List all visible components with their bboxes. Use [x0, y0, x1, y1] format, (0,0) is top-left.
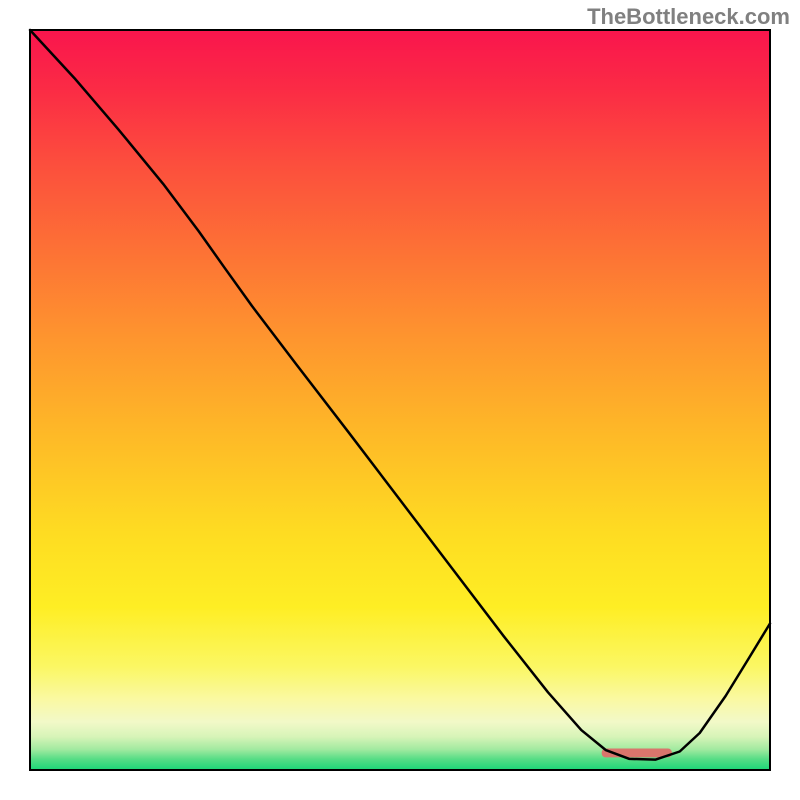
bottleneck-chart: [0, 0, 800, 800]
chart-background: [30, 30, 770, 770]
watermark-text: TheBottleneck.com: [587, 4, 790, 30]
